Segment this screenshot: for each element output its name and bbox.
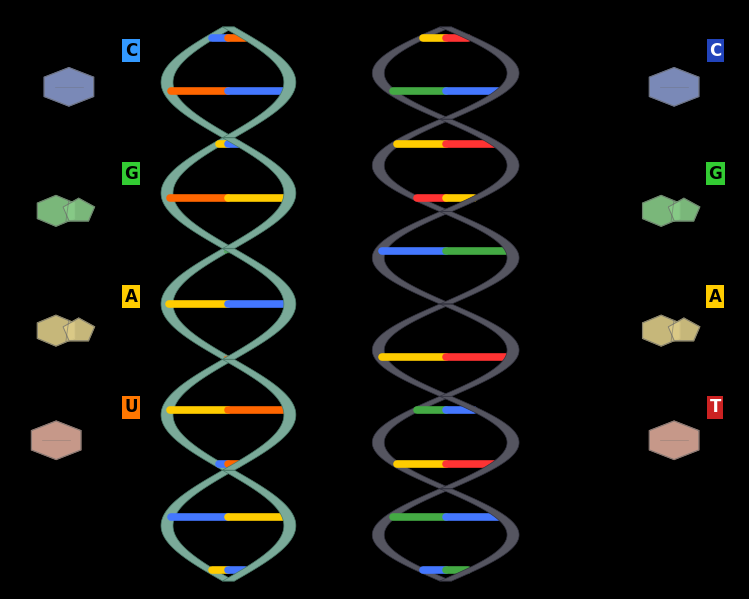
Polygon shape (223, 249, 296, 359)
Polygon shape (649, 68, 699, 106)
Polygon shape (440, 27, 519, 119)
Polygon shape (668, 198, 700, 221)
Polygon shape (37, 315, 74, 346)
Text: A: A (124, 288, 138, 305)
Polygon shape (440, 211, 519, 304)
Polygon shape (643, 195, 679, 226)
Polygon shape (31, 421, 81, 459)
Text: C: C (709, 42, 721, 60)
Polygon shape (372, 489, 452, 581)
Polygon shape (222, 360, 296, 470)
Text: G: G (124, 165, 138, 183)
Text: C: C (125, 42, 137, 60)
Polygon shape (440, 120, 519, 211)
Text: A: A (709, 288, 722, 305)
Polygon shape (63, 198, 94, 221)
Polygon shape (161, 360, 234, 470)
Polygon shape (44, 68, 94, 106)
Text: T: T (709, 398, 721, 416)
Polygon shape (63, 318, 94, 341)
Polygon shape (161, 138, 234, 248)
Polygon shape (649, 421, 699, 459)
Polygon shape (37, 195, 74, 226)
Polygon shape (222, 138, 296, 248)
Polygon shape (161, 27, 234, 137)
Polygon shape (643, 315, 679, 346)
Polygon shape (440, 304, 519, 397)
Polygon shape (440, 397, 519, 488)
Text: G: G (709, 165, 722, 183)
Polygon shape (372, 27, 452, 119)
Polygon shape (222, 471, 296, 581)
Polygon shape (222, 27, 296, 137)
Polygon shape (440, 489, 519, 581)
Text: U: U (124, 398, 138, 416)
Polygon shape (668, 318, 700, 341)
Polygon shape (372, 211, 452, 304)
Polygon shape (161, 471, 234, 581)
Polygon shape (372, 397, 452, 488)
Polygon shape (372, 120, 452, 211)
Polygon shape (161, 249, 234, 359)
Polygon shape (372, 304, 452, 397)
